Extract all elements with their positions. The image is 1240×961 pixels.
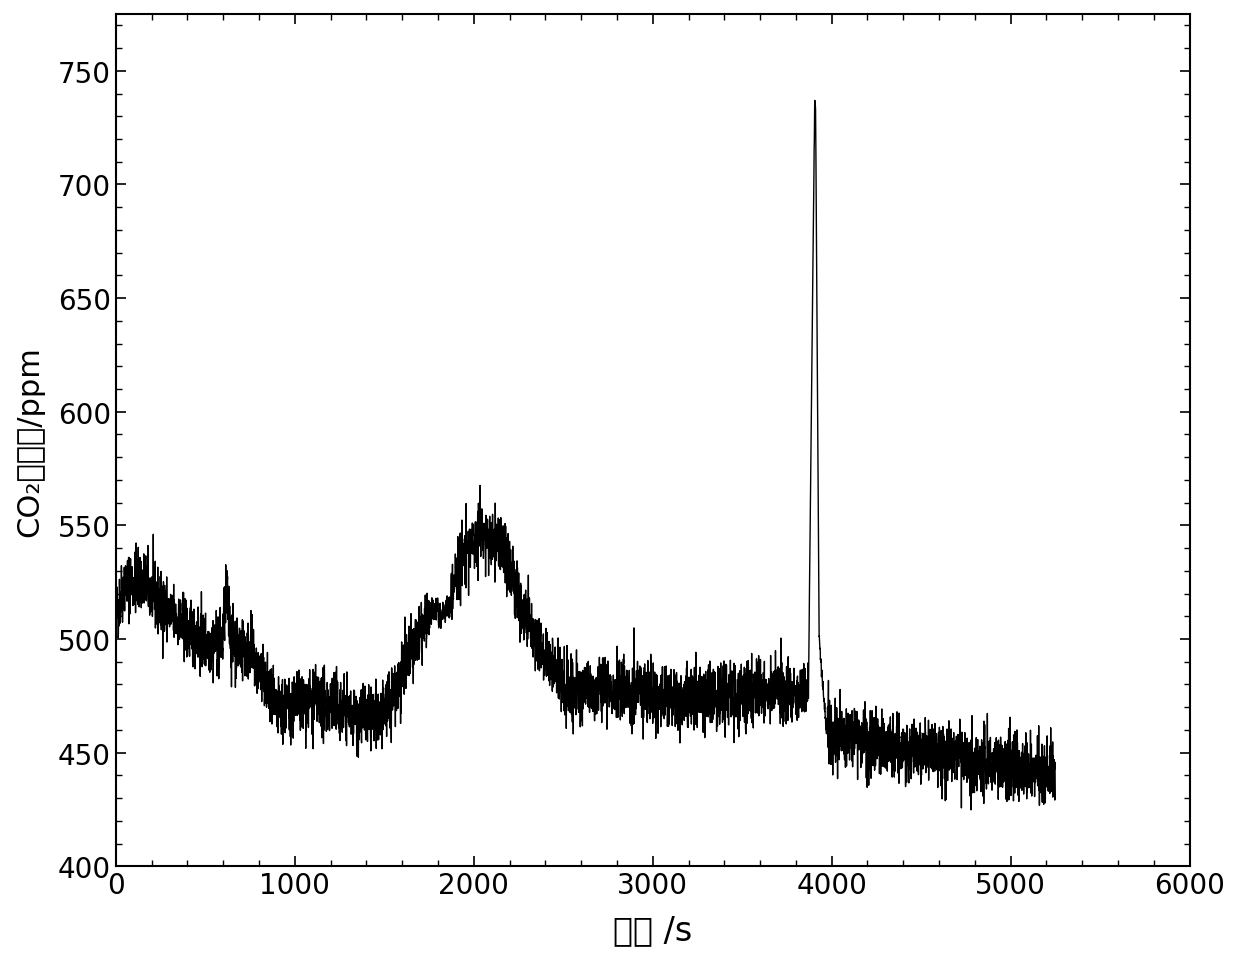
Y-axis label: CO₂产生量/ppm: CO₂产生量/ppm [15, 345, 43, 536]
X-axis label: 时间 /s: 时间 /s [613, 913, 692, 946]
